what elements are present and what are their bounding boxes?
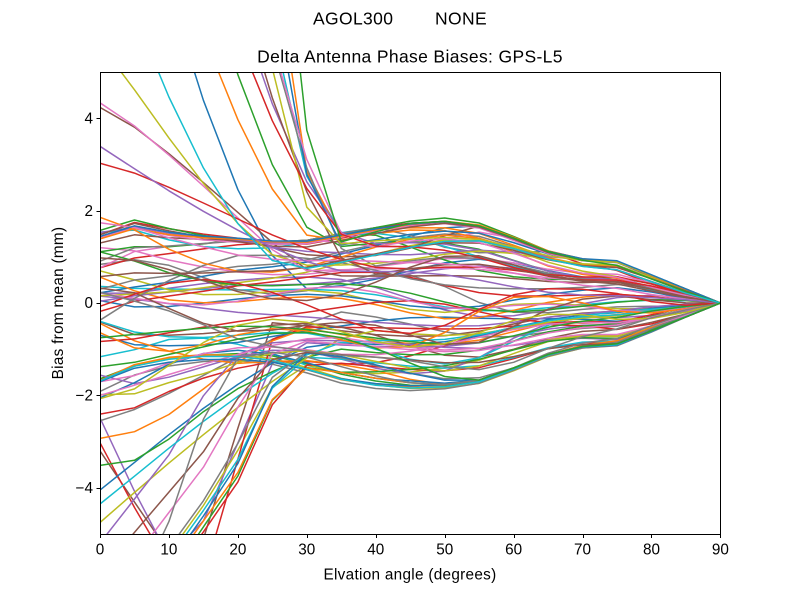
svg-text:Bias from mean (mm): Bias from mean (mm) (50, 227, 67, 380)
svg-text:2: 2 (84, 203, 93, 220)
svg-text:−4: −4 (76, 480, 94, 497)
svg-text:80: 80 (643, 542, 660, 559)
svg-text:40: 40 (367, 542, 384, 559)
svg-text:Delta Antenna Phase Biases: GP: Delta Antenna Phase Biases: GPS-L5 (257, 47, 563, 67)
svg-text:60: 60 (505, 542, 522, 559)
svg-text:0: 0 (84, 295, 93, 312)
svg-text:30: 30 (298, 542, 315, 559)
svg-text:20: 20 (229, 542, 246, 559)
svg-text:90: 90 (712, 542, 729, 559)
svg-text:−2: −2 (76, 388, 93, 405)
svg-text:70: 70 (574, 542, 591, 559)
svg-text:50: 50 (436, 542, 453, 559)
svg-text:AGOL300 NONE: AGOL300 NONE (313, 9, 487, 29)
svg-text:Elvation angle (degrees): Elvation angle (degrees) (323, 567, 496, 584)
svg-text:4: 4 (84, 110, 93, 127)
svg-text:10: 10 (160, 542, 177, 559)
svg-text:0: 0 (96, 542, 105, 559)
